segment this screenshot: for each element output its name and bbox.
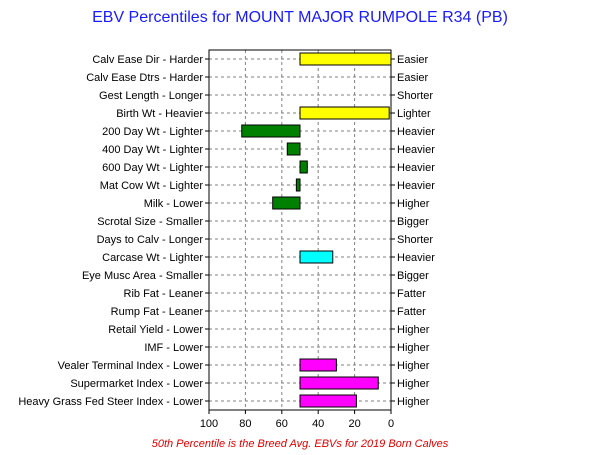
trait-right-label: Bigger xyxy=(397,270,429,282)
trait-left-label: Mat Cow Wt - Lighter xyxy=(100,180,204,192)
trait-left-label: Retail Yield - Lower xyxy=(108,324,203,336)
trait-right-label: Easier xyxy=(397,54,429,66)
trait-right-label: Higher xyxy=(397,324,430,336)
trait-left-label: Rump Fat - Leaner xyxy=(111,306,204,318)
trait-left-label: 400 Day Wt - Lighter xyxy=(102,144,203,156)
x-tick-label: 100 xyxy=(200,418,218,430)
trait-left-label: Vealer Terminal Index - Lower xyxy=(58,360,204,372)
trait-left-label: Scrotal Size - Smaller xyxy=(97,216,203,228)
trait-bar xyxy=(299,394,357,408)
trait-left-label: Birth Wt - Heavier xyxy=(116,108,203,120)
trait-left-label: Rib Fat - Leaner xyxy=(124,288,204,300)
trait-right-label: Heavier xyxy=(397,180,435,192)
bars xyxy=(241,52,392,408)
trait-bar xyxy=(299,376,379,390)
x-tick-label: 80 xyxy=(239,418,251,430)
trait-right-label: Higher xyxy=(397,360,430,372)
trait-left-label: IMF - Lower xyxy=(144,342,203,354)
grid-lines xyxy=(205,50,395,410)
trait-right-label: Lighter xyxy=(397,108,431,120)
trait-bar xyxy=(241,124,301,138)
trait-right-label: Higher xyxy=(397,198,430,210)
trait-left-label: 600 Day Wt - Lighter xyxy=(102,162,203,174)
trait-left-label: Supermarket Index - Lower xyxy=(70,378,203,390)
trait-bar xyxy=(272,196,301,210)
trait-left-label: Gest Length - Longer xyxy=(99,90,203,102)
trait-left-label: Calv Ease Dir - Harder xyxy=(92,54,203,66)
x-tick-label: 0 xyxy=(388,418,394,430)
trait-right-label: Fatter xyxy=(397,306,426,318)
trait-right-label: Bigger xyxy=(397,216,429,228)
trait-bar xyxy=(299,160,308,174)
trait-right-label: Heavier xyxy=(397,144,435,156)
trait-bar xyxy=(299,106,390,120)
x-tick-label: 40 xyxy=(312,418,324,430)
plot-frame xyxy=(208,49,392,411)
trait-right-label: Higher xyxy=(397,396,430,408)
trait-left-label: Heavy Grass Fed Steer Index - Lower xyxy=(18,396,203,408)
x-tick-label: 20 xyxy=(348,418,360,430)
trait-bar xyxy=(295,178,301,192)
trait-left-label: Carcase Wt - Lighter xyxy=(102,252,203,264)
trait-left-label: Calv Ease Dtrs - Harder xyxy=(86,72,203,84)
trait-left-label: Milk - Lower xyxy=(144,198,204,210)
trait-right-label: Heavier xyxy=(397,162,435,174)
left-labels: Calv Ease Dir - Harder Calv Ease Dtrs - H… xyxy=(18,54,203,408)
trait-right-label: Higher xyxy=(397,378,430,390)
trait-right-label: Heavier xyxy=(397,126,435,138)
trait-right-label: Higher xyxy=(397,342,430,354)
trait-left-label: 200 Day Wt - Lighter xyxy=(102,126,203,138)
trait-bar xyxy=(299,52,392,66)
x-axis-ticks: 100 80 60 40 20 0 xyxy=(200,410,394,430)
trait-right-label: Fatter xyxy=(397,288,426,300)
trait-bar xyxy=(286,142,301,156)
right-labels: Easier Easier Shorter Lighter Heavier Heavier… xyxy=(397,54,435,408)
trait-bar xyxy=(299,250,334,264)
trait-right-label: Shorter xyxy=(397,234,433,246)
chart-title: EBV Percentiles for MOUNT MAJOR RUMPOLE … xyxy=(92,9,508,26)
trait-right-label: Shorter xyxy=(397,90,433,102)
trait-right-label: Easier xyxy=(397,72,429,84)
chart-footnote: 50th Percentile is the Breed Avg. EBVs f… xyxy=(152,438,449,450)
x-tick-label: 60 xyxy=(276,418,288,430)
trait-left-label: Days to Calv - Longer xyxy=(97,234,204,246)
trait-right-label: Heavier xyxy=(397,252,435,264)
trait-bar xyxy=(299,358,337,372)
trait-left-label: Eye Musc Area - Smaller xyxy=(82,270,203,282)
